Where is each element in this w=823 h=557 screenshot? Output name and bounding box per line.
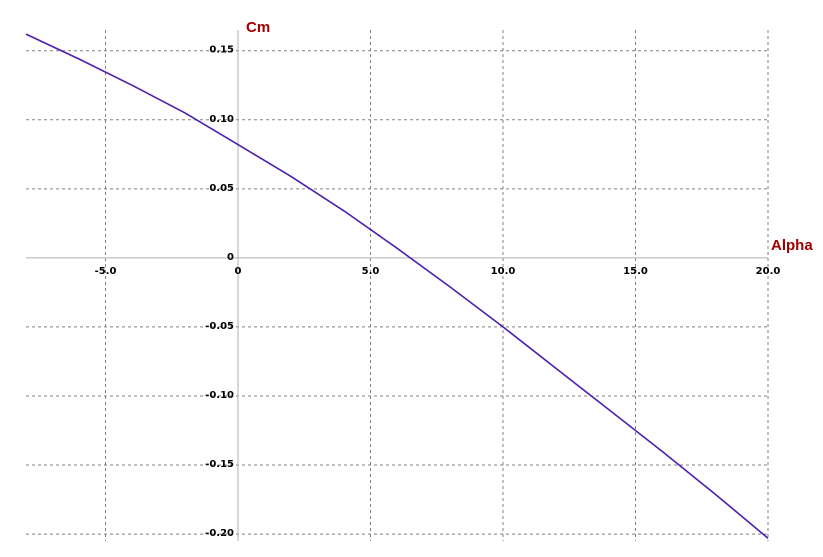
series-group [25,33,769,539]
y-tick-label: 0.15 [209,45,234,56]
y-tick-label: -0.05 [205,321,234,332]
y-tick-label: 0 [227,252,234,263]
grid-lines [26,30,769,541]
x-tick-label: 15.0 [623,266,648,277]
y-tick-label: -0.15 [205,459,234,470]
x-axis-title: Alpha [771,237,813,254]
x-tick-label: 20.0 [756,266,781,277]
x-tick-label: 10.0 [491,266,516,277]
x-tick-label: 5.0 [362,266,380,277]
y-tick-labels: 0.15 0.10 0.05 0 -0.05 -0.10 -0.15 -0.20 [205,45,234,539]
y-tick-label: -0.20 [205,528,234,539]
y-tick-label: 0.05 [209,183,234,194]
x-tick-label: 0 [235,266,242,277]
y-axis-title: Cm [246,19,270,36]
x-tick-label: -5.0 [95,266,117,277]
y-tick-label: -0.10 [205,390,234,401]
x-tick-labels: -5.0 0 5.0 10.0 15.0 20.0 [95,266,781,277]
series-line [25,33,769,539]
y-tick-label: 0.10 [209,114,234,125]
